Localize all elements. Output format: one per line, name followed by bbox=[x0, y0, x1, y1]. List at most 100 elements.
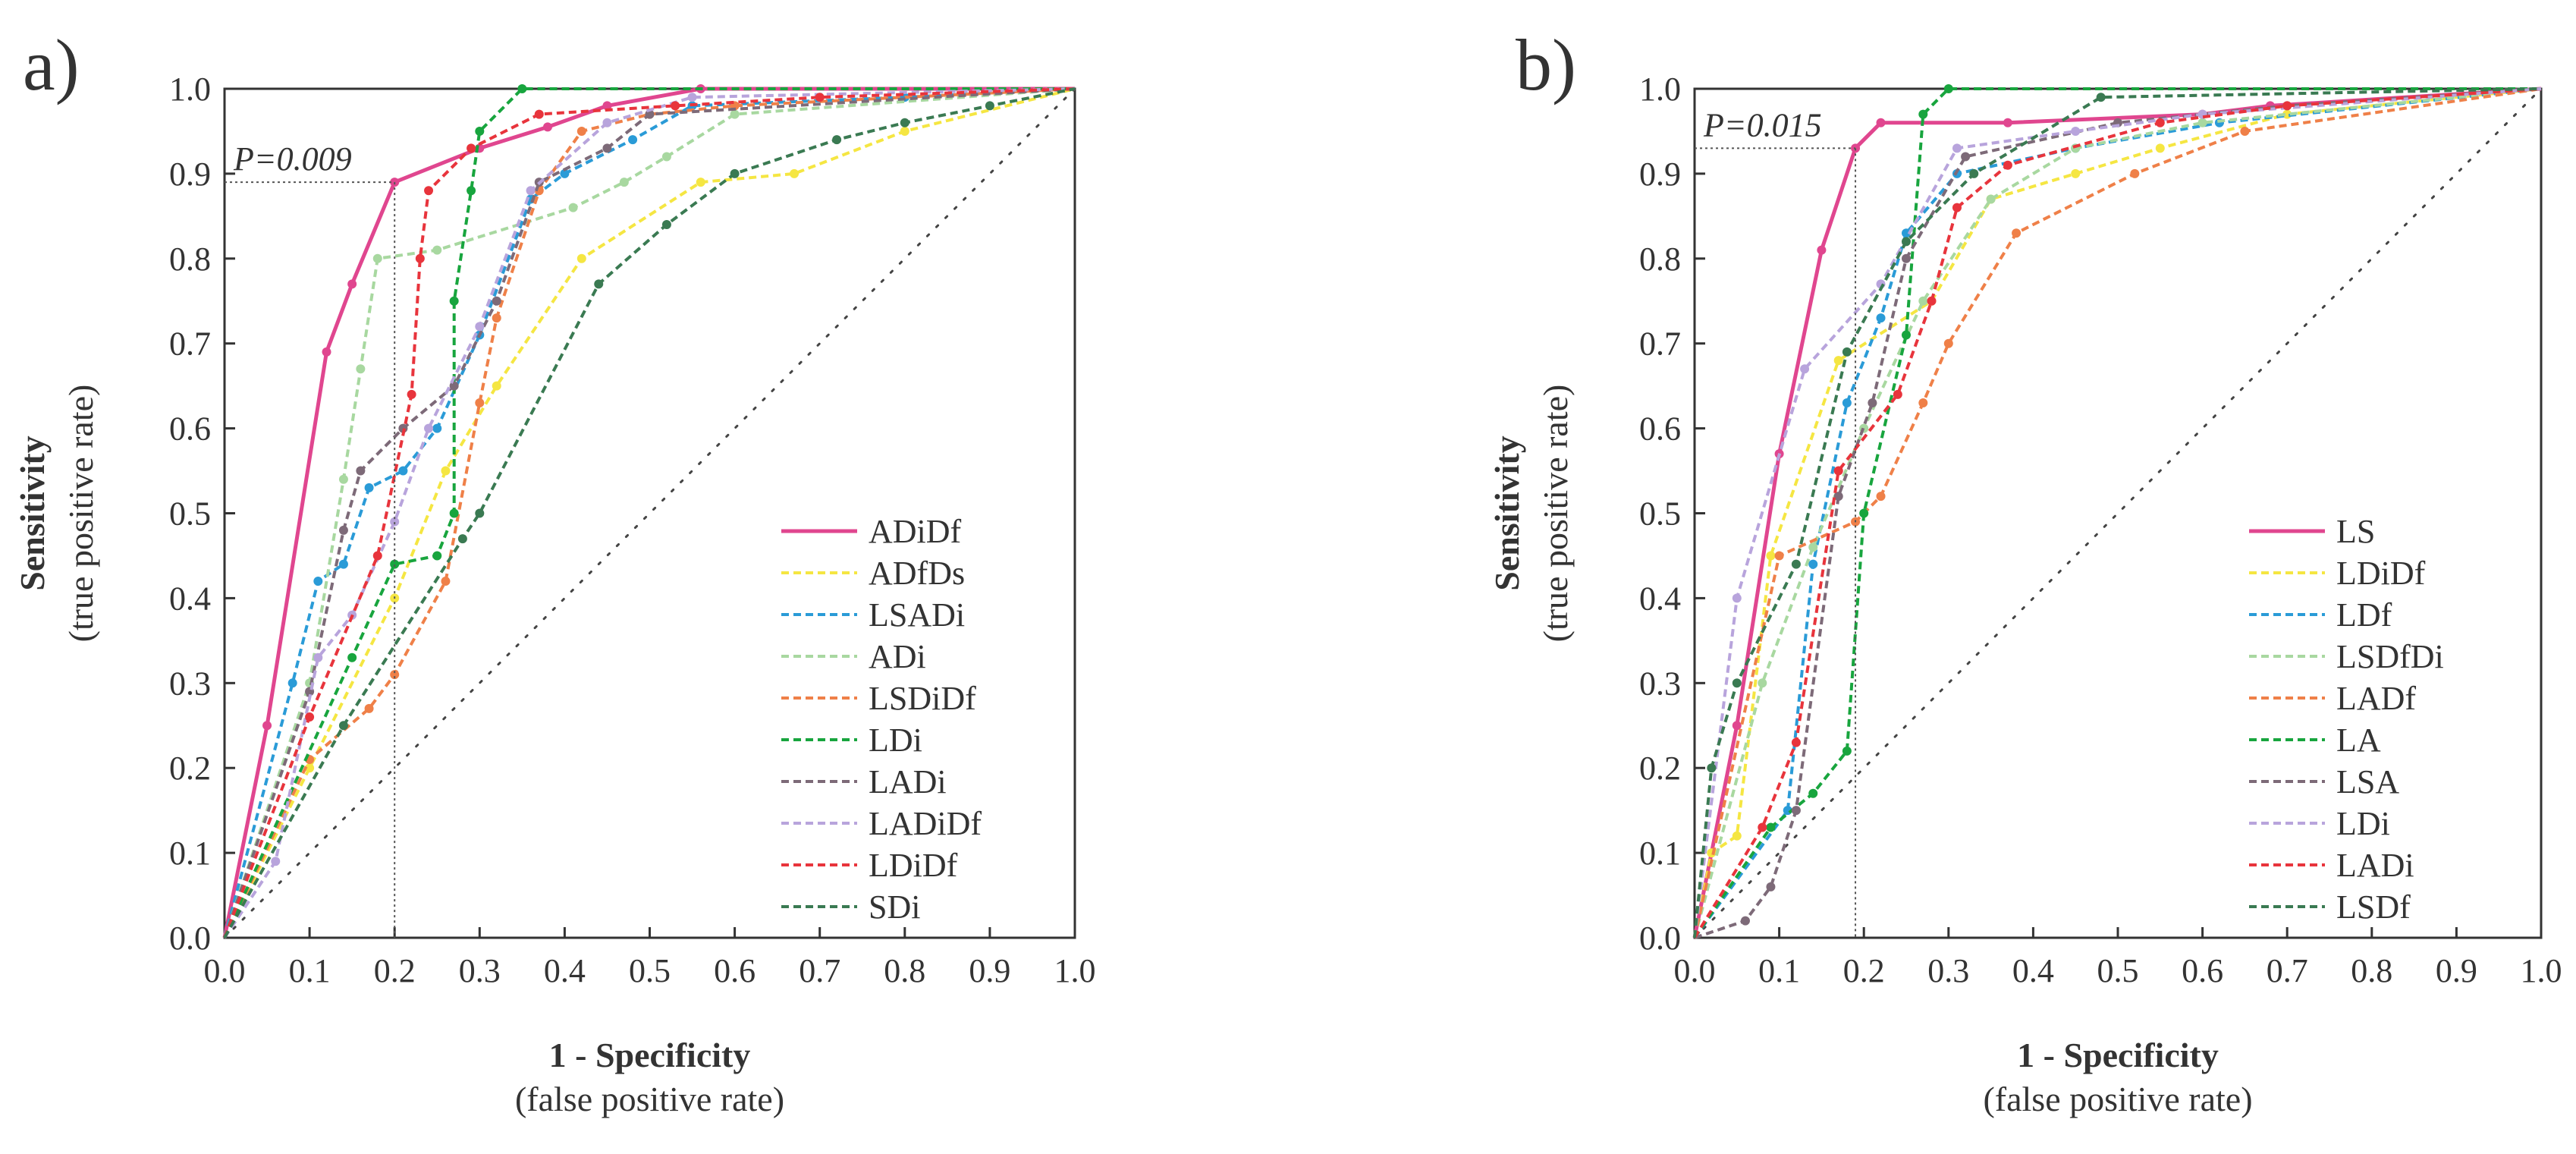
series-point-LDi bbox=[475, 126, 485, 136]
series-point-LADi bbox=[492, 296, 501, 306]
series-point-SDi bbox=[475, 508, 485, 518]
series-point-ADi bbox=[356, 364, 366, 374]
x-tick-label: 0.8 bbox=[2351, 952, 2392, 989]
panel-b: b) 0.0 0.1 0.2 0.3 0.4 0.5 0.6 0.7 0.8 0.9 1.0 0.0 0.… bbox=[1487, 24, 2562, 1118]
series-line-LDi bbox=[1693, 87, 2542, 939]
y-axis-title: Sensitivity bbox=[13, 436, 52, 590]
series-point-LADi bbox=[1952, 203, 1962, 212]
y-tick-label: 0.9 bbox=[1639, 156, 1681, 193]
series-point-SDi bbox=[730, 168, 740, 178]
y-tick-label: 0.7 bbox=[169, 325, 211, 363]
series-point-LADiDf bbox=[475, 322, 485, 332]
y-tick-label: 0.8 bbox=[1639, 241, 1681, 278]
x-tick-label: 0.8 bbox=[884, 952, 925, 989]
series-point-LSA bbox=[1740, 916, 1750, 926]
series-point-LADi bbox=[1791, 737, 1801, 747]
series-point-SDi bbox=[661, 220, 671, 230]
series-point-LDi bbox=[1952, 143, 1962, 153]
series-point-LSDf bbox=[1902, 237, 1911, 247]
series-point-ADfDs bbox=[305, 763, 315, 773]
series-point-SDi bbox=[594, 279, 604, 289]
series-point-LSADi bbox=[338, 559, 348, 569]
series-point-LDi bbox=[467, 186, 476, 196]
x-axis-subtitle: (false positive rate) bbox=[515, 1080, 784, 1118]
x-axis-title: 1 - Specificity bbox=[549, 1036, 751, 1074]
x-tick-label: 0.6 bbox=[2182, 952, 2223, 989]
series-point-ADfDs bbox=[790, 168, 800, 178]
x-tick-label: 0.3 bbox=[1927, 952, 1969, 989]
series-point-LDiDf bbox=[671, 101, 680, 111]
y-axis-subtitle: (true positive rate) bbox=[1536, 385, 1575, 643]
y-tick-label: 0.2 bbox=[169, 750, 211, 787]
legend-label: LSDiDf bbox=[869, 680, 976, 717]
series-point-LADi bbox=[356, 466, 366, 476]
legend-label: LADi bbox=[2336, 847, 2414, 884]
y-tick-label: 0.7 bbox=[1639, 325, 1681, 363]
series-point-LSDiDf bbox=[475, 398, 485, 408]
series-point-SDi bbox=[338, 721, 348, 731]
y-tick-label: 0.1 bbox=[1639, 835, 1681, 872]
x-tick-label: 0.9 bbox=[969, 952, 1010, 989]
x-tick-label: 0.2 bbox=[374, 952, 416, 989]
series-point-ADi bbox=[730, 109, 740, 119]
series-point-LSDfDi bbox=[1918, 296, 1928, 306]
series-point-ADfDs bbox=[900, 126, 909, 136]
series-point-LADi bbox=[2003, 160, 2012, 170]
series-point-LDiDf bbox=[305, 712, 315, 722]
legend-label: ADi bbox=[869, 638, 926, 675]
series-point-ADi bbox=[661, 152, 671, 162]
series-point-ADiDf bbox=[542, 122, 552, 132]
series-point-ADiDf bbox=[347, 279, 357, 289]
series-point-SDi bbox=[900, 118, 909, 127]
series-point-LSA bbox=[1902, 253, 1911, 263]
series-point-LADf bbox=[2012, 228, 2022, 238]
legend-label: LDf bbox=[2336, 596, 2392, 634]
series-point-LSADi bbox=[364, 483, 374, 492]
y-tick-label: 0.9 bbox=[169, 156, 211, 193]
series-point-LADiDf bbox=[390, 517, 400, 527]
series-point-LADiDf bbox=[424, 423, 434, 433]
series-point-LA bbox=[1808, 788, 1818, 798]
series-point-LADf bbox=[2130, 168, 2140, 178]
series-point-LADi bbox=[1758, 822, 1767, 832]
y-axis-title: Sensitivity bbox=[1487, 436, 1526, 590]
legend-label: LSA bbox=[2336, 763, 2399, 800]
series-point-LDiDf bbox=[407, 389, 416, 399]
x-tick-label: 0.0 bbox=[1674, 952, 1716, 989]
series-point-LADiDf bbox=[271, 857, 281, 866]
legend-label: LA bbox=[2336, 722, 2381, 759]
series-point-LADf bbox=[2240, 126, 2250, 136]
series-point-LADf bbox=[1876, 492, 1886, 502]
legend-label: ADiDf bbox=[869, 513, 962, 550]
panel-label: a) bbox=[23, 24, 80, 105]
series-point-LADi bbox=[2155, 118, 2165, 127]
y-tick-label: 0.6 bbox=[1639, 410, 1681, 448]
series-line-ADfDs bbox=[223, 87, 1076, 939]
series-point-LSDf bbox=[1732, 678, 1742, 688]
legend-label: LADi bbox=[869, 763, 947, 800]
series-point-LADf bbox=[1774, 551, 1784, 561]
series-point-LDiDf bbox=[534, 109, 544, 119]
series-point-LS bbox=[1876, 118, 1886, 127]
x-tick-label: 0.1 bbox=[289, 952, 331, 989]
y-tick-label: 0.5 bbox=[169, 495, 211, 533]
series-point-LA bbox=[1842, 746, 1852, 756]
x-axis-subtitle: (false positive rate) bbox=[1983, 1080, 2252, 1118]
series-point-LADiDf bbox=[526, 186, 536, 196]
series-point-LSA bbox=[1791, 806, 1801, 816]
series-point-LDiDf bbox=[467, 143, 476, 153]
series-point-LDiDf bbox=[2155, 143, 2165, 153]
series-point-LDiDf bbox=[424, 186, 434, 196]
legend-label: LDi bbox=[869, 722, 922, 759]
series-point-LDi bbox=[432, 551, 442, 561]
series-point-LSDf bbox=[2096, 93, 2106, 102]
series-point-LDiDf bbox=[1732, 831, 1742, 841]
series-point-LSDfDi bbox=[1808, 542, 1818, 552]
y-tick-label: 0.3 bbox=[1639, 665, 1681, 702]
series-point-LADf bbox=[1943, 338, 1953, 348]
series-point-LDiDf bbox=[2071, 168, 2081, 178]
series-point-LADi bbox=[1893, 389, 1902, 399]
series-line-ADiDf bbox=[222, 86, 1075, 939]
series-point-LADiDf bbox=[313, 652, 323, 662]
series-line-LDf bbox=[1693, 87, 2542, 939]
